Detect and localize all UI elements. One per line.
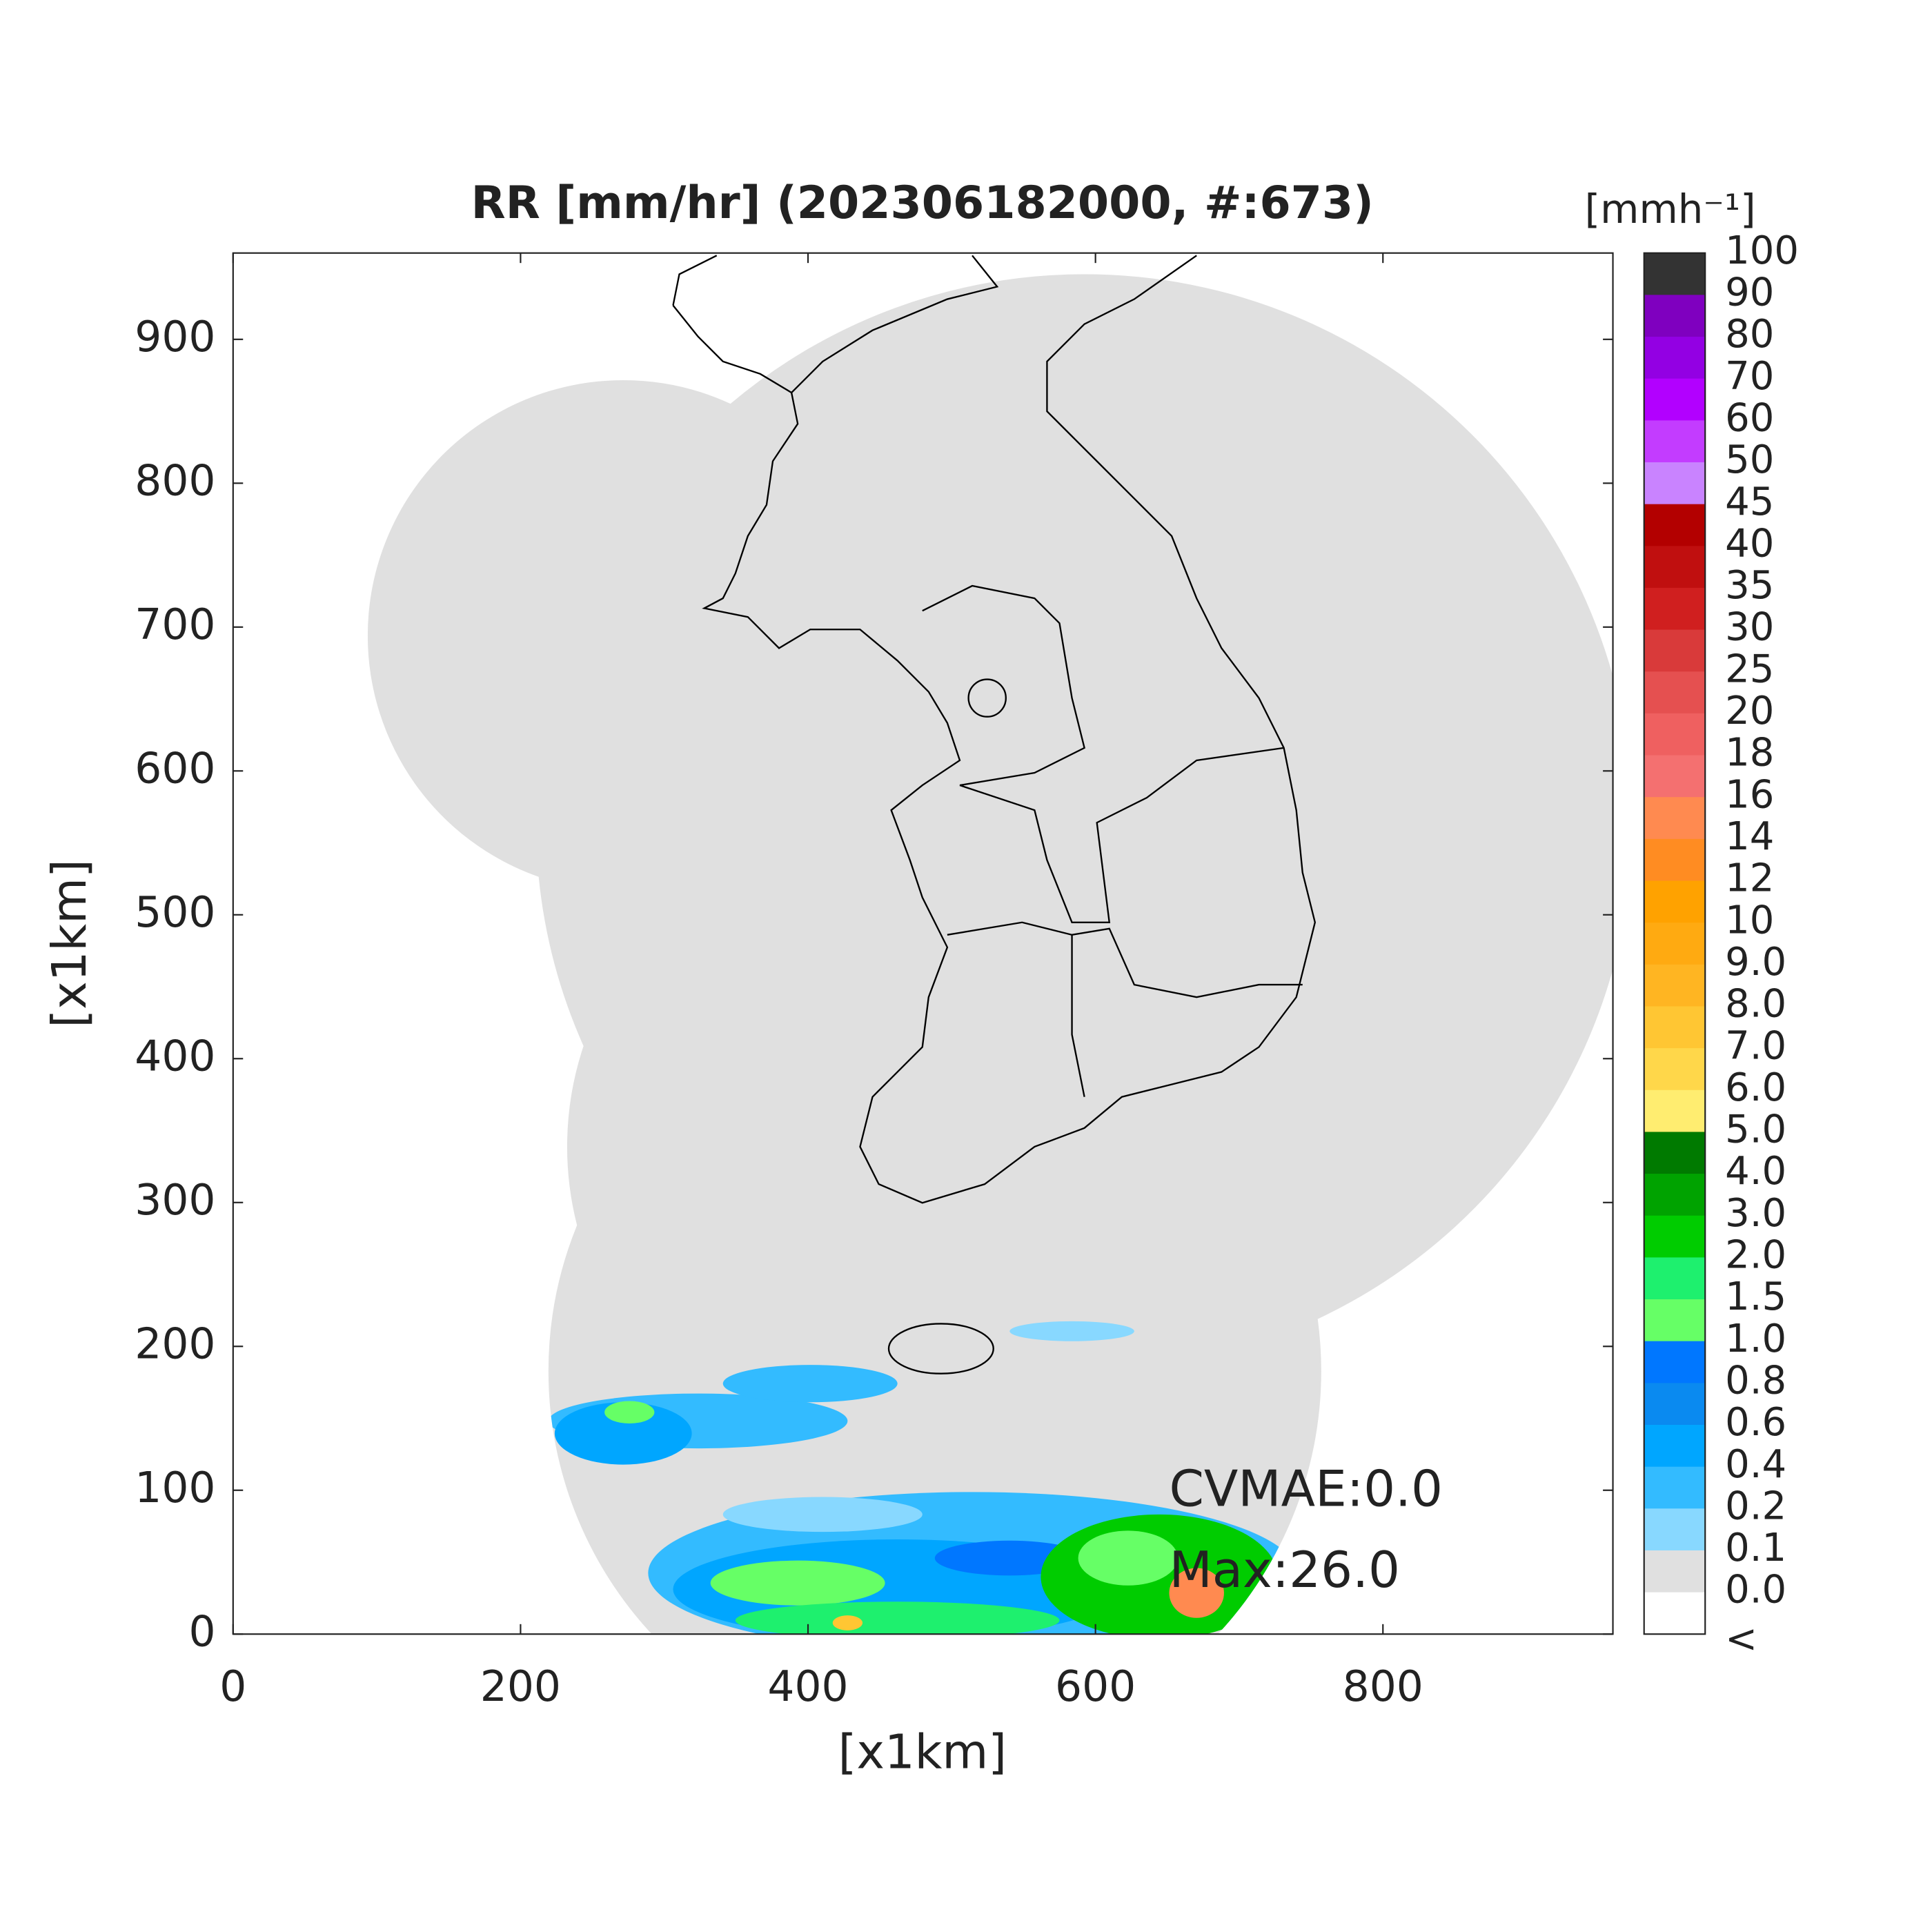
y-tick-label: 600 <box>135 744 215 793</box>
colorbar-label: 20 <box>1725 689 1774 733</box>
colorbar-label: 35 <box>1725 563 1774 608</box>
colorbar-segment <box>1644 1174 1706 1216</box>
annotation: Max:26.0 <box>1169 1541 1400 1599</box>
colorbar-label: 5.0 <box>1725 1107 1786 1152</box>
colorbar-segment <box>1644 1550 1706 1593</box>
colorbar-label: 0.1 <box>1725 1526 1786 1570</box>
colorbar-segment <box>1644 671 1706 714</box>
colorbar-segment <box>1644 1132 1706 1174</box>
colorbar-title: [mmh⁻¹] <box>1585 186 1756 233</box>
colorbar-label: 1.5 <box>1725 1274 1786 1319</box>
colorbar-label: 12 <box>1725 856 1774 901</box>
colorbar-label: 30 <box>1725 605 1774 650</box>
map-area <box>367 255 1613 1635</box>
colorbar-label: 6.0 <box>1725 1065 1786 1110</box>
colorbar-segment <box>1644 1341 1706 1383</box>
colorbar-segment <box>1644 838 1706 882</box>
colorbar-label: 0.0 <box>1725 1568 1786 1613</box>
x-tick-label: 800 <box>1343 1662 1423 1711</box>
colorbar-segment <box>1644 337 1706 379</box>
colorbar-label: 7.0 <box>1725 1023 1786 1068</box>
colorbar-segment <box>1644 629 1706 672</box>
colorbar-segment <box>1644 504 1706 546</box>
x-tick-label: 400 <box>767 1662 848 1711</box>
y-tick-label: 200 <box>135 1319 215 1368</box>
colorbar-segment <box>1644 1383 1706 1426</box>
colorbar-label: 4.0 <box>1725 1149 1786 1194</box>
colorbar-segment <box>1644 420 1706 463</box>
colorbar-segment <box>1644 713 1706 756</box>
y-tick-label: 900 <box>135 313 215 362</box>
y-tick-label: 800 <box>135 456 215 505</box>
colorbar-label: 60 <box>1725 395 1774 440</box>
colorbar-label: 1.0 <box>1725 1317 1786 1361</box>
colorbar-label: 14 <box>1725 814 1774 859</box>
coastline <box>672 255 1317 1374</box>
y-tick-label: 100 <box>135 1463 215 1512</box>
colorbar-label: 100 <box>1725 228 1799 273</box>
colorbar-label: 9.0 <box>1725 940 1786 985</box>
colorbar-label: 70 <box>1725 354 1774 399</box>
colorbar-label: 0.6 <box>1725 1400 1786 1445</box>
x-tick-label: 0 <box>219 1662 246 1711</box>
colorbar-segment <box>1644 964 1706 1007</box>
y-tick-label: 300 <box>135 1176 215 1225</box>
colorbar-segment <box>1644 1592 1706 1635</box>
colorbar-label: 90 <box>1725 270 1774 315</box>
x-tick-label: 200 <box>480 1662 561 1711</box>
chart-title: RR [mm/hr] (202306182000, #:673) <box>471 177 1374 229</box>
colorbar-segment <box>1644 797 1706 840</box>
colorbar-segment <box>1644 1466 1706 1509</box>
colorbar-label: 45 <box>1725 480 1774 524</box>
colorbar-label: 40 <box>1725 521 1774 566</box>
colorbar-label: 16 <box>1725 772 1774 817</box>
colorbar-label: 25 <box>1725 647 1774 691</box>
colorbar-label: 3.0 <box>1725 1191 1786 1236</box>
colorbar-segment <box>1644 1299 1706 1342</box>
colorbar-label: 2.0 <box>1725 1233 1786 1278</box>
colorbar-segment <box>1644 462 1706 505</box>
colorbar-segment <box>1644 1006 1706 1049</box>
y-tick-label: 0 <box>188 1607 215 1656</box>
colorbar-frame <box>1643 252 1706 1635</box>
colorbar-segment <box>1644 1257 1706 1300</box>
x-tick-label: 600 <box>1055 1662 1136 1711</box>
y-axis-label: [x1km] <box>42 859 97 1027</box>
colorbar-segment <box>1644 1424 1706 1468</box>
precipitation <box>548 1321 1297 1635</box>
colorbar-segment <box>1644 295 1706 337</box>
axes-frame <box>232 252 1614 1635</box>
y-tick-label: 400 <box>135 1032 215 1081</box>
colorbar-label: 18 <box>1725 731 1774 776</box>
colorbar-segment <box>1644 1215 1706 1258</box>
colorbar-segment <box>1644 546 1706 589</box>
colorbar-segment <box>1644 923 1706 965</box>
colorbar-segment <box>1644 880 1706 923</box>
colorbar-label: 10 <box>1725 898 1774 943</box>
colorbar-segment <box>1644 1048 1706 1091</box>
colorbar-label: 0.2 <box>1725 1483 1786 1528</box>
colorbar-segment <box>1644 755 1706 798</box>
radar-coverage <box>367 274 1613 1635</box>
colorbar-label: 80 <box>1725 312 1774 357</box>
colorbar-label: 0.4 <box>1725 1442 1786 1487</box>
colorbar-segment <box>1644 587 1706 631</box>
colorbar-label: 0.8 <box>1725 1358 1786 1403</box>
colorbar-segment <box>1644 1090 1706 1132</box>
colorbar-label: < <box>1725 1617 1757 1662</box>
x-axis-label: [x1km] <box>838 1725 1007 1780</box>
y-tick-label: 500 <box>135 888 215 937</box>
colorbar-segment <box>1644 1508 1706 1551</box>
colorbar-label: 50 <box>1725 437 1774 482</box>
y-tick-label: 700 <box>135 600 215 649</box>
annotation: CVMAE:0.0 <box>1169 1460 1443 1518</box>
colorbar-segment <box>1644 378 1706 421</box>
colorbar-label: 8.0 <box>1725 982 1786 1027</box>
colorbar-segment <box>1644 253 1706 295</box>
